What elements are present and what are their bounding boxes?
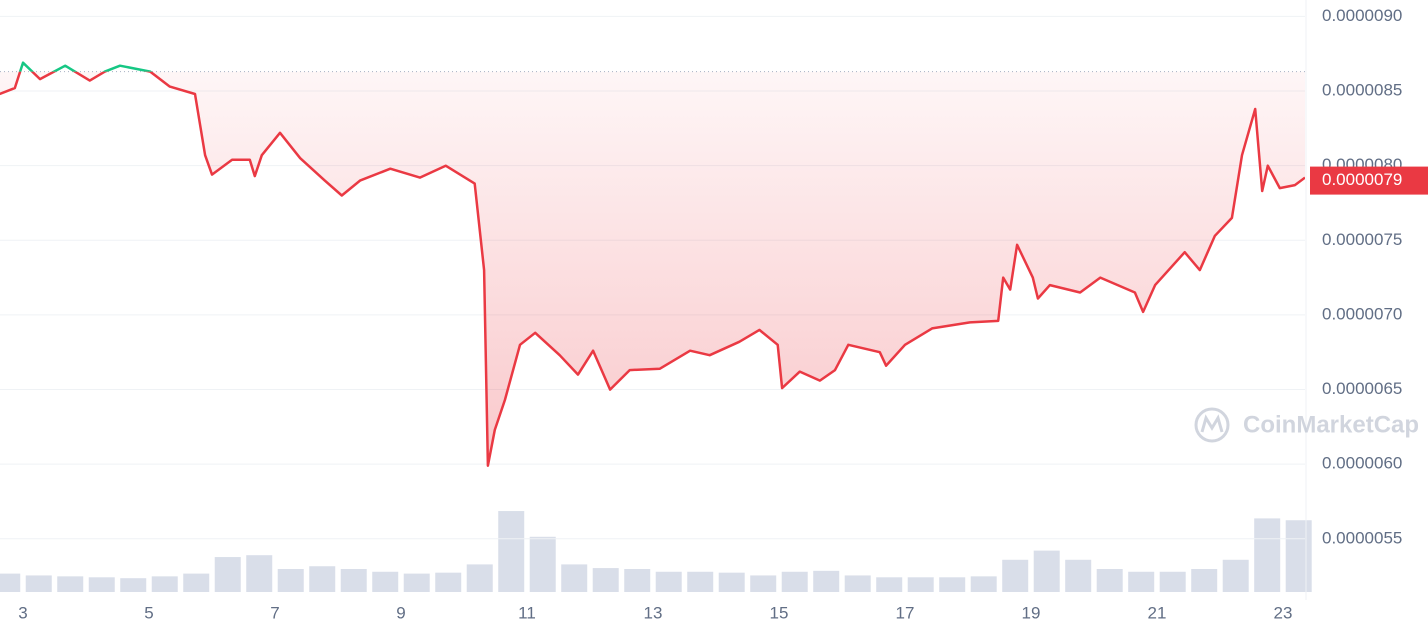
y-tick-label: 0.0000090	[1322, 6, 1402, 25]
volume-bar	[435, 572, 462, 592]
volume-bar	[340, 569, 367, 592]
volume-bar	[939, 577, 966, 592]
current-price-box	[1310, 166, 1428, 195]
price-area	[0, 71, 1305, 466]
x-tick-label: 7	[270, 603, 279, 622]
watermark-text: CoinMarketCap	[1243, 411, 1419, 438]
volume-bar	[246, 555, 273, 592]
volume-bar	[624, 569, 651, 592]
volume-bar	[57, 576, 84, 592]
volume-bar	[214, 557, 241, 592]
x-tick-label: 11	[518, 603, 536, 622]
volume-bar	[750, 575, 777, 592]
volume-bar	[372, 571, 399, 592]
volume-bar	[466, 564, 493, 592]
volume-bar	[25, 575, 52, 592]
volume-layer	[0, 511, 1312, 592]
volume-bar	[687, 571, 714, 592]
volume-bar	[1096, 569, 1123, 592]
y-tick-label: 0.0000070	[1322, 304, 1402, 323]
x-tick-label: 23	[1273, 603, 1292, 622]
volume-bar	[277, 569, 304, 592]
volume-bar	[529, 536, 556, 592]
x-tick-label: 17	[896, 603, 915, 622]
axes-layer: 0.00000900.00000850.00000800.00000750.00…	[18, 6, 1428, 622]
watermark-logo	[1194, 407, 1230, 443]
volume-bar	[309, 566, 336, 592]
volume-bar	[0, 573, 21, 592]
volume-bar	[876, 577, 903, 592]
volume-bar	[1065, 559, 1092, 592]
volume-bar	[1002, 559, 1029, 592]
volume-bar	[403, 573, 430, 592]
volume-bar	[844, 575, 871, 592]
volume-bar	[1191, 569, 1218, 592]
y-tick-label: 0.0000055	[1322, 528, 1402, 547]
volume-bar	[183, 573, 210, 592]
volume-bar	[151, 576, 178, 592]
x-tick-label: 3	[18, 603, 27, 622]
x-tick-label: 15	[770, 603, 789, 622]
volume-bar	[1254, 518, 1281, 592]
volume-bar	[120, 578, 147, 592]
volume-bar	[561, 564, 588, 592]
volume-bar	[592, 568, 619, 592]
watermark: CoinMarketCap	[1194, 407, 1419, 443]
y-tick-label: 0.0000060	[1322, 454, 1402, 473]
x-tick-label: 9	[396, 603, 405, 622]
volume-bar	[1285, 520, 1312, 592]
volume-bar	[718, 572, 745, 592]
volume-bar	[498, 511, 525, 592]
volume-bar	[655, 571, 682, 592]
y-tick-label: 0.0000075	[1322, 230, 1402, 249]
x-tick-label: 19	[1021, 603, 1040, 622]
volume-bar	[813, 570, 840, 592]
volume-bar	[1128, 571, 1155, 592]
volume-bar	[88, 577, 115, 592]
price-line	[0, 71, 1305, 467]
y-tick-label: 0.0000085	[1322, 81, 1402, 100]
volume-bar	[1222, 559, 1249, 592]
plot-layer	[0, 61, 1305, 467]
x-tick-label: 5	[144, 603, 153, 622]
y-tick-label: 0.0000065	[1322, 379, 1402, 398]
x-tick-label: 13	[644, 603, 663, 622]
volume-bar	[970, 576, 997, 592]
volume-bar	[1033, 550, 1060, 592]
watermark-logo-mark	[1200, 414, 1224, 433]
volume-bar	[1159, 571, 1186, 592]
x-tick-label: 21	[1147, 603, 1166, 622]
current-price-label: 0.0000079	[1322, 170, 1402, 189]
volume-bar	[907, 577, 934, 592]
volume-bar	[781, 571, 808, 592]
